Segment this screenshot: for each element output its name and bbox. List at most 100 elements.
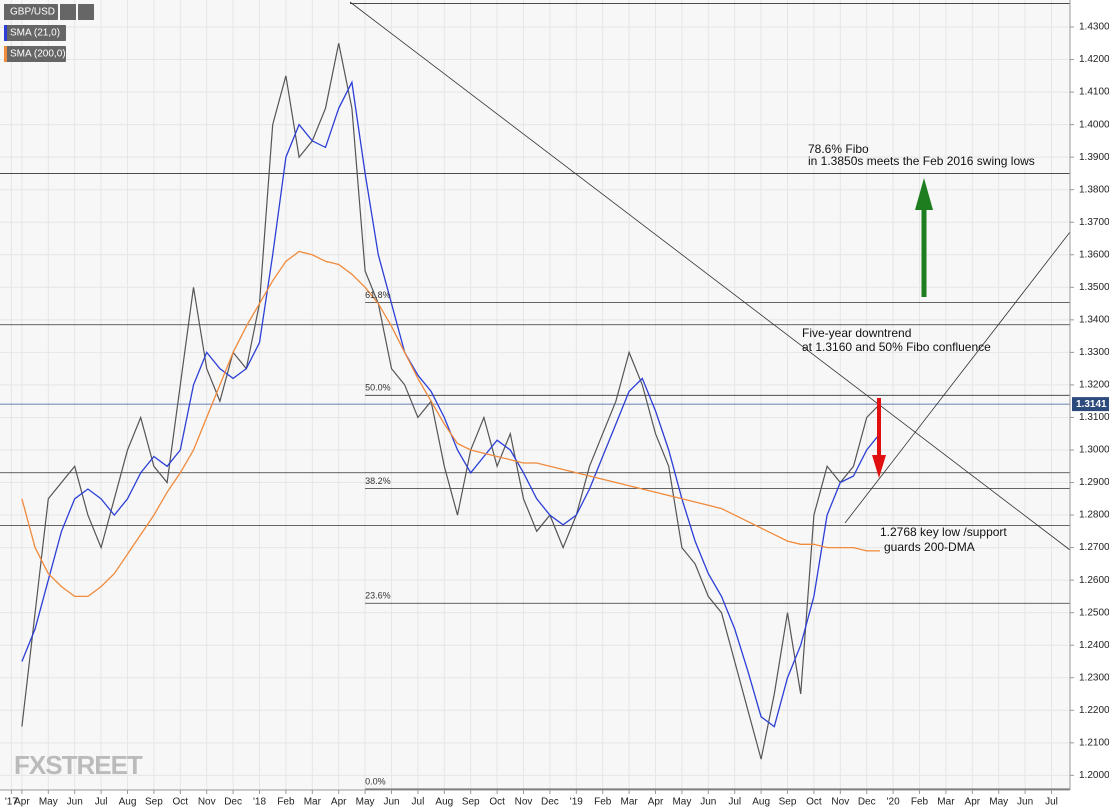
x-tick-label: Oct <box>806 797 822 808</box>
y-tick-label: 1.4100 <box>1079 87 1109 98</box>
x-tick-label: Jul <box>1045 797 1058 808</box>
x-tick-label: Jul <box>412 797 425 808</box>
x-tick-label: Feb <box>911 797 929 808</box>
legend: GBP/USD SMA (21,0) SMA (200,0) <box>4 4 94 62</box>
y-tick-label: 1.3700 <box>1079 217 1109 228</box>
legend-swatch <box>4 4 7 20</box>
y-tick-label: 1.2900 <box>1079 477 1109 488</box>
grid <box>0 0 1070 790</box>
annotation: Five-year downtrend <box>802 326 911 340</box>
legend-box <box>4 46 66 62</box>
x-tick-label: Dec <box>541 797 559 808</box>
y-tick-label: 1.3200 <box>1079 380 1109 391</box>
y-tick-label: 1.2800 <box>1079 510 1109 521</box>
legend-box <box>4 25 66 41</box>
x-tick-label: Jun <box>700 797 716 808</box>
x-tick-label: Feb <box>277 797 295 808</box>
x-tick-label: Dec <box>224 797 242 808</box>
x-tick-label: Sep <box>145 797 163 808</box>
y-tick-label: 1.2100 <box>1079 737 1109 748</box>
x-tick-label: Jul <box>95 797 108 808</box>
annotation: 78.6% Fibo <box>808 142 869 156</box>
fibo-label: 23.6% <box>365 591 391 601</box>
series-line <box>21 43 881 760</box>
x-tick-label: Jul <box>728 797 741 808</box>
x-tick-label: Aug <box>752 797 770 808</box>
watermark: FXSTREET <box>14 750 143 780</box>
y-tick-label: 1.3100 <box>1079 412 1109 423</box>
x-tick-label: Nov <box>198 797 216 808</box>
x-tick-label: Jun <box>1017 797 1033 808</box>
x-tick-label: May <box>989 797 1008 808</box>
x-tick-label: Dec <box>858 797 876 808</box>
last-price-label: 1.3141 <box>1076 399 1107 410</box>
x-tick-label: '19 <box>570 797 583 808</box>
annotation: 1.2768 key low /support <box>880 525 1007 539</box>
x-tick-label: Mar <box>937 797 955 808</box>
annotation: guards 200-DMA <box>884 540 975 554</box>
legend-label: GBP/USD <box>10 7 55 18</box>
y-tick-label: 1.2600 <box>1079 575 1109 586</box>
fibo-label: 61.8% <box>365 290 391 300</box>
x-tick-label: '20 <box>887 797 900 808</box>
y-tick-label: 1.3900 <box>1079 152 1109 163</box>
legend-button[interactable] <box>78 4 94 20</box>
x-tick-label: Feb <box>594 797 612 808</box>
x-tick-label: '17 <box>5 797 18 808</box>
x-tick-label: May <box>39 797 58 808</box>
legend-button[interactable] <box>60 4 76 20</box>
green-arrow <box>915 178 933 297</box>
y-tick-label: 1.4300 <box>1079 22 1109 33</box>
downtrend-line <box>349 1 1071 551</box>
x-tick-label: Nov <box>831 797 849 808</box>
x-tick-label: Jun <box>383 797 399 808</box>
legend-swatch <box>4 46 7 62</box>
x-tick-label: Apr <box>331 797 347 808</box>
x-tick-label: Aug <box>119 797 137 808</box>
x-tick-label: May <box>356 797 375 808</box>
x-tick-label: Mar <box>304 797 322 808</box>
legend-swatch <box>4 25 7 41</box>
y-tick-label: 1.2700 <box>1079 542 1109 553</box>
x-tick-label: Apr <box>965 797 981 808</box>
y-tick-label: 1.2500 <box>1079 607 1109 618</box>
annotation: at 1.3160 and 50% Fibo confluence <box>802 340 991 354</box>
red-arrow <box>872 398 886 478</box>
y-tick-label: 1.2000 <box>1079 770 1109 781</box>
y-tick-label: 1.3800 <box>1079 184 1109 195</box>
x-tick-label: Nov <box>515 797 533 808</box>
y-tick-label: 1.3400 <box>1079 314 1109 325</box>
fibo-label: 0.0% <box>365 776 386 786</box>
x-tick-label: Mar <box>620 797 638 808</box>
y-tick-label: 1.2400 <box>1079 640 1109 651</box>
y-tick-label: 1.3000 <box>1079 445 1109 456</box>
x-tick-label: Sep <box>462 797 480 808</box>
x-tick-label: '18 <box>253 797 266 808</box>
uptrend-line <box>844 231 1071 524</box>
series-layer <box>0 3 1070 790</box>
x-tick-label: May <box>672 797 691 808</box>
x-tick-label: Sep <box>779 797 797 808</box>
y-tick-label: 1.3500 <box>1079 282 1109 293</box>
x-tick-label: Apr <box>648 797 664 808</box>
fibo-label: 50.0% <box>365 383 391 393</box>
legend-label: SMA (21,0) <box>10 28 60 39</box>
x-tick-label: Oct <box>489 797 505 808</box>
series-line <box>21 250 880 598</box>
y-tick-label: 1.3300 <box>1079 347 1109 358</box>
annotation: in 1.3850s meets the Feb 2016 swing lows <box>808 154 1035 168</box>
legend-box <box>4 4 58 20</box>
y-tick-label: 1.2200 <box>1079 705 1109 716</box>
x-tick-label: Jun <box>67 797 83 808</box>
y-tick-label: 1.3600 <box>1079 249 1109 260</box>
x-tick-label: Oct <box>173 797 189 808</box>
legend-label: SMA (200,0) <box>10 49 66 60</box>
x-tick-label: Apr <box>14 797 30 808</box>
y-tick-label: 1.4000 <box>1079 119 1109 130</box>
y-tick-label: 1.4200 <box>1079 54 1109 65</box>
y-tick-label: 1.2300 <box>1079 672 1109 683</box>
fibo-label: 38.2% <box>365 476 391 486</box>
last-price-box <box>1072 397 1109 412</box>
